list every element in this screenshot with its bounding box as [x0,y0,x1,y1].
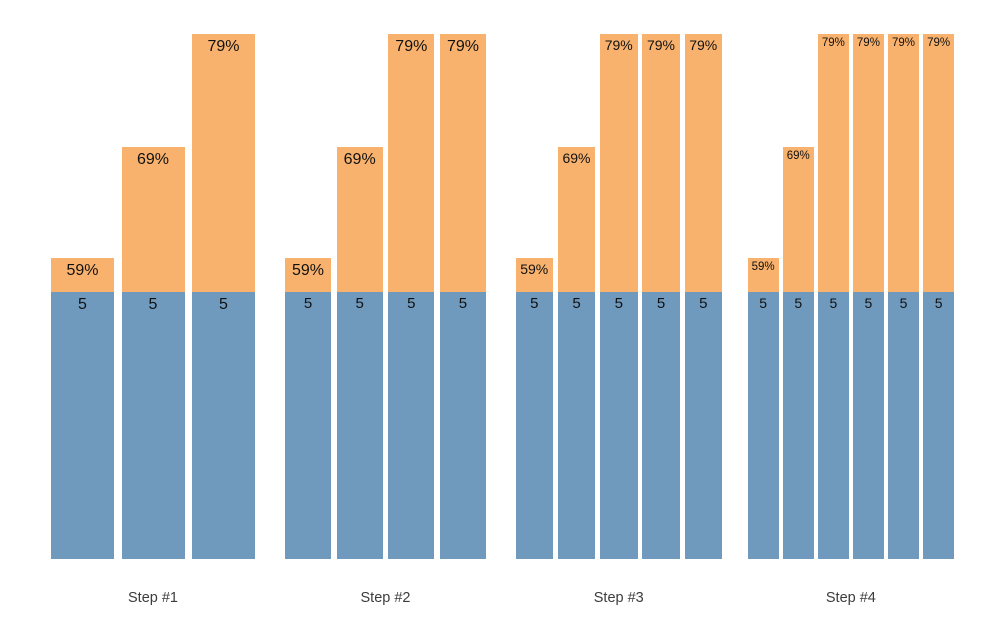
rate-segment: 79% [439,34,486,292]
stacked-bar: 79% 5 [684,34,722,559]
base-segment: 5 [51,292,114,559]
base-segment: 5 [336,292,383,559]
stacked-bar: 59% 5 [515,258,553,559]
rate-segment: 69% [121,147,185,292]
stacked-bar: 79% 5 [922,34,955,559]
bar-group-step-1: 59% 5 69% 5 79% 5 [51,34,255,559]
rate-segment: 79% [192,34,255,292]
stacked-bar: 79% 5 [817,34,849,559]
stacked-bar: 69% 5 [557,147,596,559]
base-segment: 5 [817,292,849,559]
rate-segment: 79% [600,34,638,292]
base-segment: 5 [684,292,722,559]
x-axis-label-step-3: Step #3 [593,590,644,606]
base-segment: 5 [121,292,185,559]
x-axis-label-step-2: Step #2 [360,590,411,606]
rate-segment: 79% [388,34,435,292]
base-segment: 5 [922,292,955,559]
rate-segment: 69% [336,147,383,292]
base-segment: 5 [557,292,596,559]
bar-group-step-4: 59% 5 69% 5 79% 5 79% 5 79% 5 79% 5 [747,34,955,559]
rate-segment: 59% [515,258,553,292]
stacked-bar: 79% 5 [600,34,638,559]
rate-segment: 59% [747,258,779,292]
stacked-bar: 79% 5 [642,34,680,559]
stacked-bar: 69% 5 [121,147,185,559]
x-axis-label-step-1: Step #1 [128,590,178,606]
base-segment: 5 [600,292,638,559]
rate-segment: 79% [684,34,722,292]
rate-segment: 79% [852,34,885,292]
stacked-bar: 79% 5 [852,34,885,559]
base-segment: 5 [747,292,779,559]
base-segment: 5 [515,292,553,559]
stacked-bar: 79% 5 [887,34,920,559]
rate-segment: 59% [285,258,331,292]
stacked-bar: 69% 5 [782,147,814,559]
rate-segment: 69% [782,147,814,292]
base-segment: 5 [439,292,486,559]
base-segment: 5 [285,292,331,559]
stacked-bar: 59% 5 [51,258,114,559]
rate-segment: 79% [887,34,920,292]
base-segment: 5 [388,292,435,559]
base-segment: 5 [642,292,680,559]
bar-group-step-3: 59% 5 69% 5 79% 5 79% 5 79% 5 [515,34,722,559]
rate-segment: 79% [922,34,955,292]
stacked-bar: 79% 5 [388,34,435,559]
rate-segment: 69% [557,147,596,292]
stacked-bar: 69% 5 [336,147,383,559]
rate-segment: 79% [817,34,849,292]
base-segment: 5 [782,292,814,559]
stacked-bar: 59% 5 [285,258,331,559]
base-segment: 5 [852,292,885,559]
stacked-bar: 79% 5 [439,34,486,559]
bar-group-step-2: 59% 5 69% 5 79% 5 79% 5 [285,34,486,559]
base-segment: 5 [192,292,255,559]
rate-segment: 79% [642,34,680,292]
stacked-bar: 59% 5 [747,258,779,559]
rate-segment: 59% [51,258,114,292]
base-segment: 5 [887,292,920,559]
x-axis-label-step-4: Step #4 [825,590,876,606]
stacked-bar: 79% 5 [192,34,255,559]
